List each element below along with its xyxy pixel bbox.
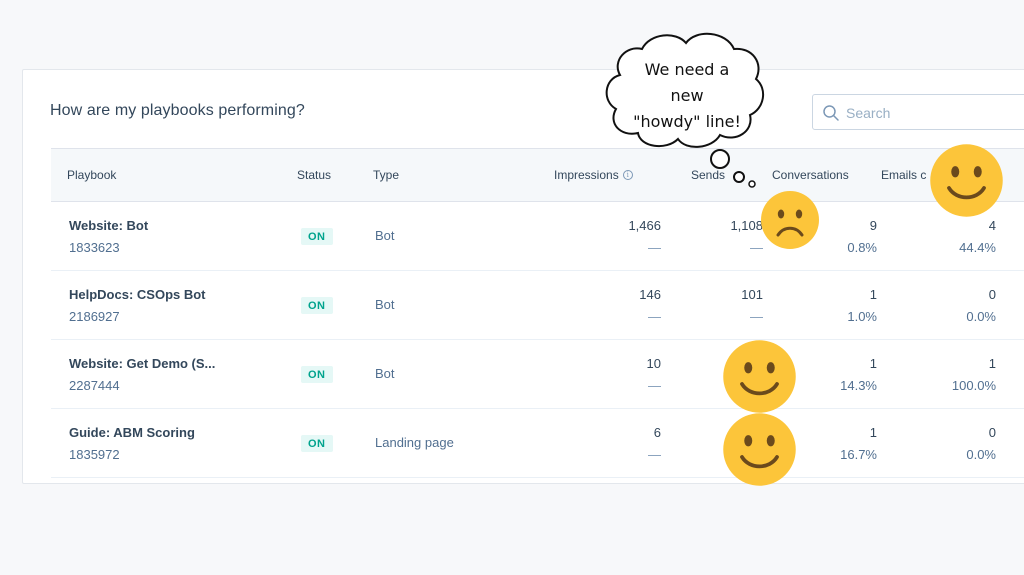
smiley-face-icon (723, 413, 796, 486)
thought-line: "howdy" line! (633, 112, 741, 131)
playbook-name-link[interactable]: Website: Bot (69, 218, 149, 233)
info-icon[interactable]: i (622, 169, 633, 180)
conversations-rate: 16.7% (840, 447, 877, 462)
column-header-emails[interactable]: Emails c (881, 168, 927, 182)
playbook-name-link[interactable]: Guide: ABM Scoring (69, 425, 195, 440)
column-header-impressions-label: Impressions (554, 168, 619, 182)
thought-line: We need a (644, 60, 730, 79)
playbook-type: Bot (375, 297, 395, 312)
thought-bubble-text: We need a new "howdy" line! (612, 57, 762, 135)
conversations-value: 1 (869, 287, 877, 302)
emails-value: 0 (988, 287, 996, 302)
impressions-sub: — (648, 240, 661, 255)
thought-bubble-icon (605, 32, 765, 188)
frowning-face-icon (761, 191, 819, 249)
column-header-conversations[interactable]: Conversations (772, 168, 849, 182)
column-header-impressions[interactable]: Impressions i (554, 168, 633, 182)
sends-sub: — (750, 240, 763, 255)
smiley-face-icon (930, 144, 1003, 217)
status-badge: ON (301, 228, 333, 245)
table-row[interactable]: Website: Get Demo (S... 2287444 ON Bot 1… (51, 340, 1024, 409)
conversations-value: 1 (869, 356, 877, 371)
emails-rate: 100.0% (951, 378, 996, 393)
search-input[interactable]: Search (812, 94, 1024, 130)
playbook-name-link[interactable]: Website: Get Demo (S... (69, 356, 216, 371)
smiley-face-icon (723, 340, 796, 413)
table-row-partial (51, 478, 1024, 483)
conversations-rate: 1.0% (847, 309, 877, 324)
table-header: Playbook Status Type Impressions i Sends … (51, 148, 1024, 202)
conversations-value: 9 (869, 218, 877, 233)
status-badge: ON (301, 366, 333, 383)
playbook-name-link[interactable]: HelpDocs: CSOps Bot (69, 287, 206, 302)
playbook-type: Landing page (375, 435, 454, 450)
emails-rate: 0.0% (966, 447, 996, 462)
impressions-sub: — (648, 447, 661, 462)
playbook-id: 1833623 (69, 240, 120, 255)
emails-value: 4 (988, 218, 996, 233)
column-header-type[interactable]: Type (373, 168, 400, 182)
emails-value: 1 (988, 356, 996, 371)
table-row[interactable]: Website: Bot 1833623 ON Bot 1,466 — 1,10… (51, 202, 1024, 271)
emails-rate: 44.4% (959, 240, 996, 255)
card-title: How are my playbooks performing? (50, 102, 305, 119)
table-row[interactable]: HelpDocs: CSOps Bot 2186927 ON Bot 146 —… (51, 271, 1024, 340)
impressions-value: 1,466 (628, 218, 661, 233)
sends-value: 1,108 (730, 218, 763, 233)
status-badge: ON (301, 297, 333, 314)
impressions-value: 10 (646, 356, 661, 371)
search-icon (823, 105, 839, 121)
status-badge: ON (301, 435, 333, 452)
conversations-value: 1 (869, 425, 877, 440)
conversations-rate: 0.8% (847, 240, 877, 255)
thought-line: new (670, 86, 704, 105)
conversations-rate: 14.3% (840, 378, 877, 393)
impressions-value: 146 (639, 287, 661, 302)
column-header-status[interactable]: Status (297, 168, 332, 182)
playbook-id: 1835972 (69, 447, 120, 462)
playbook-id: 2186927 (69, 309, 120, 324)
playbook-id: 2287444 (69, 378, 120, 393)
emails-rate: 0.0% (966, 309, 996, 324)
column-header-playbook[interactable]: Playbook (67, 168, 117, 182)
sends-sub: — (750, 309, 763, 324)
impressions-value: 6 (653, 425, 661, 440)
search-placeholder: Search (846, 105, 891, 121)
impressions-sub: — (648, 378, 661, 393)
playbook-type: Bot (375, 228, 395, 243)
sends-value: 101 (741, 287, 763, 302)
column-header-sends[interactable]: Sends (691, 168, 726, 182)
emails-value: 0 (988, 425, 996, 440)
impressions-sub: — (648, 309, 661, 324)
playbooks-performance-card: How are my playbooks performing? Search … (22, 69, 1024, 484)
playbook-type: Bot (375, 366, 395, 381)
table-row[interactable]: Guide: ABM Scoring 1835972 ON Landing pa… (51, 409, 1024, 478)
